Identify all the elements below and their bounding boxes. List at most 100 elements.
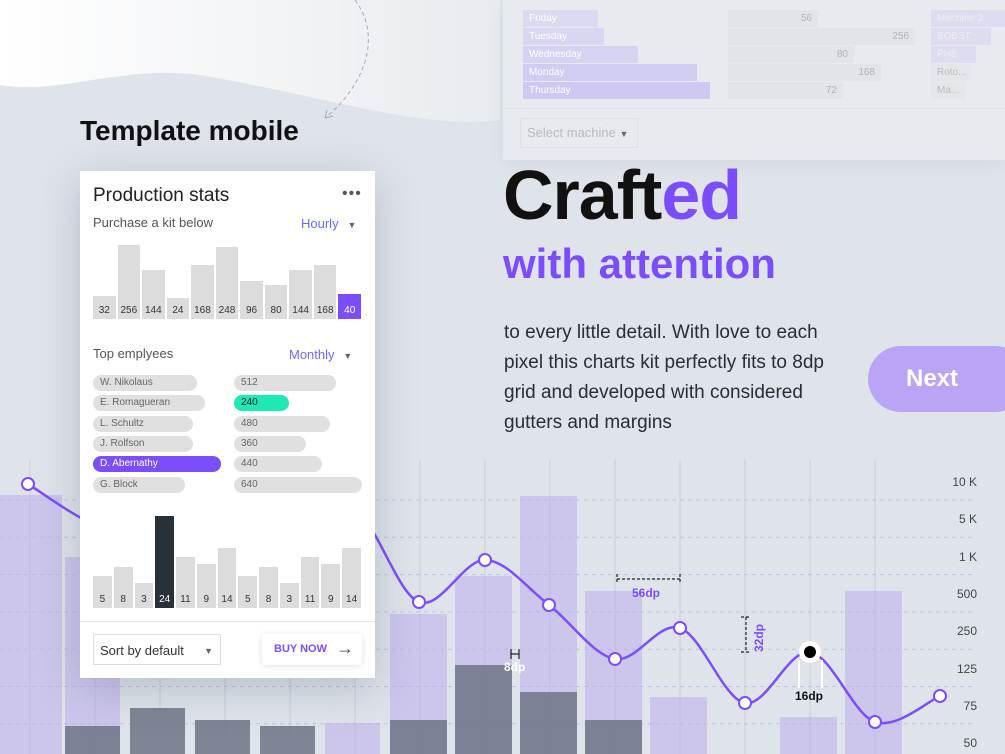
bar[interactable]: 144 <box>289 270 312 319</box>
annotation-16dp: 16dp <box>795 689 824 703</box>
sort-dropdown[interactable]: Sort by default ▼ <box>93 634 221 665</box>
bar[interactable]: 32 <box>93 295 116 319</box>
subheadline: with attention <box>503 240 776 287</box>
line-point <box>868 715 882 729</box>
period-dropdown[interactable]: Hourly ▼ <box>301 215 356 233</box>
line-point <box>478 553 492 567</box>
y-tick-label: 500 <box>956 586 977 601</box>
background-bar <box>845 591 902 754</box>
bar[interactable]: 11 <box>300 557 320 608</box>
employee-list: W. Nikolaus 512 E. Romagueran 240 L. Schultz… <box>93 375 363 495</box>
employee-name[interactable]: W. Nikolaus <box>93 375 197 391</box>
background-dark-bar <box>520 692 577 754</box>
background-dark-bar <box>585 720 642 754</box>
bar[interactable]: 24 <box>155 516 175 608</box>
bar[interactable]: 8 <box>259 566 278 608</box>
background-bar <box>0 495 62 754</box>
bar[interactable]: 24 <box>166 297 190 319</box>
panel-tag: Roto... <box>931 64 971 81</box>
more-horizontal-icon[interactable]: ••• <box>342 185 362 202</box>
panel-value: 168 <box>728 64 881 81</box>
bar[interactable]: 40 <box>338 293 361 319</box>
bar[interactable]: 9 <box>321 563 341 608</box>
select-machine-dropdown[interactable]: Select machine ▼ <box>520 118 638 148</box>
bar[interactable]: 14 <box>342 547 361 608</box>
panel-tag: BOBST <box>931 28 991 45</box>
bar[interactable]: 8 <box>113 566 133 608</box>
spacing-annotations <box>510 574 823 688</box>
panel-tag: PH8 <box>931 46 976 63</box>
chevron-down-icon: ▼ <box>619 129 629 139</box>
panel-value: 80 <box>728 46 854 63</box>
bar[interactable]: 3 <box>279 582 299 608</box>
panel-bar: Monday <box>523 64 697 81</box>
y-tick-label: 10 K <box>952 475 977 489</box>
background-dark-bar <box>390 720 447 754</box>
background-dark-bar <box>130 708 185 754</box>
bar[interactable]: 11 <box>176 557 195 608</box>
card-subtitle: Purchase a kit below <box>93 215 213 230</box>
arrow-right-icon: → <box>336 638 354 658</box>
background-panel: Friday Tuesday Wednesday Monday Thursday… <box>503 0 1005 160</box>
employee-name[interactable]: J. Rolfson <box>93 435 193 452</box>
panel-value: 72 <box>728 82 843 99</box>
next-button[interactable]: Next <box>868 346 1005 412</box>
employee-value: 640 <box>234 476 362 493</box>
bar[interactable]: 80 <box>264 284 288 319</box>
bar[interactable]: 248 <box>215 246 239 319</box>
y-tick-label: 5 K <box>958 512 977 527</box>
period2-value: Monthly <box>289 347 335 362</box>
panel-value: 56 <box>728 10 818 27</box>
panel-bar: Thursday <box>523 82 710 99</box>
period-value: Hourly <box>301 216 339 231</box>
card-title: Production stats <box>93 185 230 206</box>
template-title: Template mobile <box>80 115 299 146</box>
headline-accent: ed <box>661 156 742 234</box>
employee-value: 480 <box>234 415 330 432</box>
employee-value: 240 <box>234 395 289 412</box>
dashed-arrow <box>324 0 369 119</box>
background-dark-bar <box>195 720 250 754</box>
bar[interactable]: 144 <box>142 270 165 319</box>
monthly-bar-chart: 5 8 3 24 11 9 14 5 8 3 11 9 14 <box>93 516 363 608</box>
bar[interactable]: 256 <box>117 245 141 319</box>
chevron-down-icon: ▼ <box>204 646 213 656</box>
employee-name[interactable]: G. Block <box>93 476 185 493</box>
sort-value: Sort by default <box>100 643 184 658</box>
section-title: Top emplyees <box>93 346 174 361</box>
annotation-8dp: 8dp <box>504 660 526 674</box>
annotation-32dp: 32dp <box>752 623 766 652</box>
buy-label: BUY NOW <box>274 643 327 655</box>
buy-now-button[interactable]: BUY NOW → <box>262 634 362 665</box>
line-point <box>21 477 35 491</box>
production-stats-card: Production stats ••• Purchase a kit belo… <box>80 171 375 678</box>
bar[interactable]: 168 <box>191 264 214 319</box>
y-tick-label: 50 <box>963 736 977 751</box>
panel-value: 256 <box>728 28 915 45</box>
bar[interactable]: 14 <box>217 547 237 608</box>
period2-dropdown[interactable]: Monthly ▼ <box>289 346 352 364</box>
line-point <box>738 696 752 710</box>
panel-bar: Friday <box>523 10 598 27</box>
background-bar <box>325 723 380 754</box>
bar[interactable]: 168 <box>313 264 337 319</box>
line-point <box>933 689 947 703</box>
employee-name[interactable]: E. Romagueran <box>93 395 205 412</box>
panel-bar: Tuesday <box>523 28 604 45</box>
bar[interactable]: 96 <box>240 281 263 319</box>
hourly-bar-chart: 32 256 144 24 168 248 96 80 144 168 40 <box>93 241 363 319</box>
bar[interactable]: 5 <box>93 576 112 608</box>
line-point <box>412 595 426 609</box>
employee-name[interactable]: D. Abernathy <box>93 456 221 473</box>
bar[interactable]: 3 <box>134 582 154 608</box>
employee-value: 360 <box>234 435 306 452</box>
headline: Crafted <box>503 160 742 230</box>
employee-name[interactable]: L. Schultz <box>93 415 193 432</box>
y-tick-label: 1 K <box>958 549 977 564</box>
annotation-56dp: 56dp <box>632 586 661 600</box>
line-point <box>542 598 556 612</box>
line-point <box>608 652 622 666</box>
bar[interactable]: 9 <box>196 563 216 608</box>
bar[interactable]: 5 <box>238 576 258 608</box>
employee-value: 512 <box>234 375 337 391</box>
